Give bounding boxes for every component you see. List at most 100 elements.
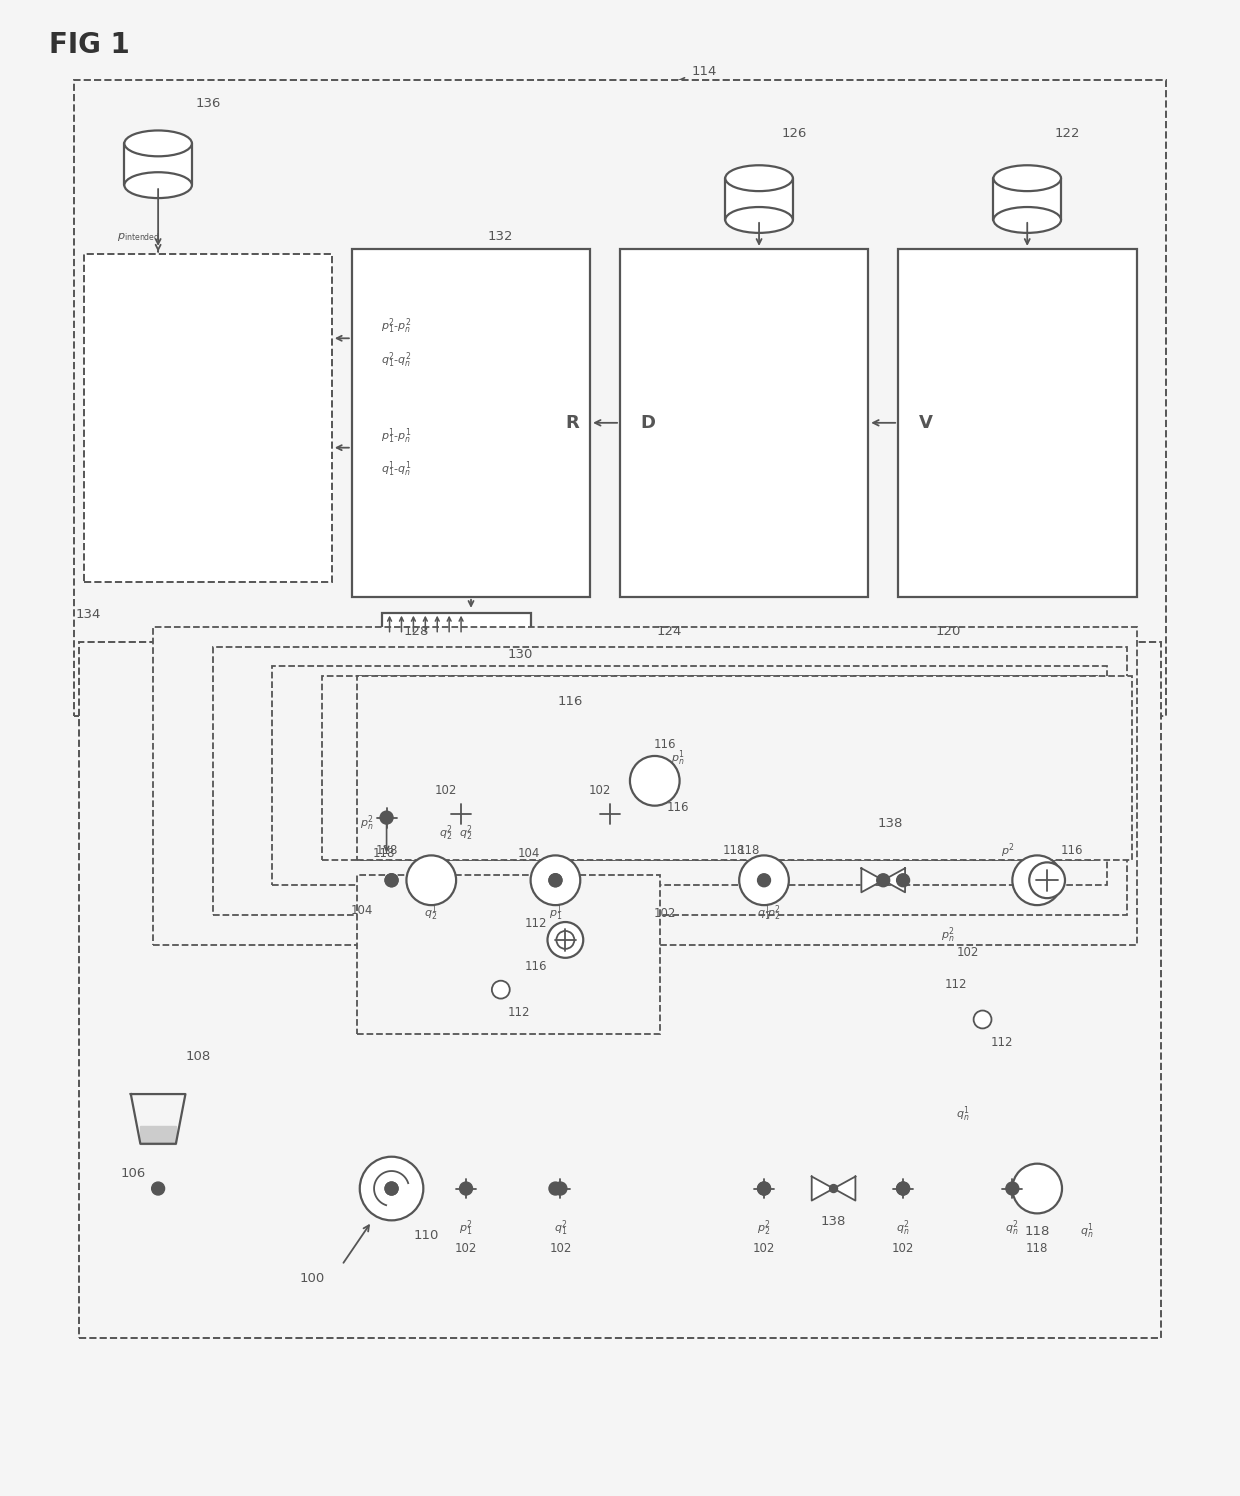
- Bar: [357, 676, 1132, 860]
- Text: 112: 112: [945, 978, 967, 992]
- Text: 112: 112: [525, 917, 547, 929]
- Bar: [352, 248, 590, 597]
- Circle shape: [758, 874, 770, 887]
- Text: $p^1_1$: $p^1_1$: [548, 904, 563, 923]
- Text: 116: 116: [558, 694, 583, 708]
- Text: $p^2_2$: $p^2_2$: [758, 1219, 771, 1239]
- Text: $q^1_n$: $q^1_n$: [1080, 1222, 1094, 1242]
- Polygon shape: [862, 868, 883, 892]
- Circle shape: [151, 1182, 165, 1195]
- Text: 136: 136: [195, 97, 221, 111]
- Ellipse shape: [124, 130, 192, 156]
- Text: 118: 118: [738, 844, 760, 857]
- Text: 100: 100: [299, 1272, 325, 1285]
- Text: 134: 134: [76, 609, 102, 621]
- Text: $p^2_1$: $p^2_1$: [459, 1219, 472, 1239]
- Text: $q^1_1$: $q^1_1$: [758, 904, 771, 923]
- Circle shape: [360, 1156, 423, 1221]
- Circle shape: [554, 1182, 567, 1195]
- Circle shape: [386, 874, 398, 887]
- Circle shape: [381, 811, 393, 824]
- Bar: [993, 178, 1061, 220]
- Circle shape: [386, 1182, 398, 1195]
- Text: $q^2_1$-$q^2_n$: $q^2_1$-$q^2_n$: [381, 350, 412, 370]
- Circle shape: [879, 877, 887, 884]
- Circle shape: [897, 874, 910, 887]
- Circle shape: [1012, 856, 1061, 905]
- Circle shape: [973, 1010, 992, 1028]
- Text: 118: 118: [372, 847, 394, 860]
- Polygon shape: [140, 1126, 176, 1144]
- Bar: [273, 666, 1107, 886]
- Bar: [154, 627, 1137, 945]
- Text: 138: 138: [878, 817, 903, 830]
- Text: 108: 108: [185, 1050, 211, 1062]
- Circle shape: [758, 1182, 770, 1195]
- Bar: [124, 144, 192, 186]
- Circle shape: [1006, 1182, 1019, 1195]
- Text: 104: 104: [351, 904, 373, 917]
- Text: 102: 102: [455, 1242, 477, 1255]
- Text: 114: 114: [692, 66, 717, 78]
- Text: 118: 118: [376, 844, 398, 857]
- Text: FIG 1: FIG 1: [48, 31, 130, 58]
- Text: $p^1_1$-$p^1_n$: $p^1_1$-$p^1_n$: [381, 426, 412, 446]
- Text: 122: 122: [1054, 127, 1080, 141]
- Circle shape: [897, 1182, 910, 1195]
- Text: 116: 116: [1060, 844, 1084, 857]
- Text: 118: 118: [1024, 1225, 1050, 1237]
- Text: 124: 124: [657, 625, 682, 639]
- Ellipse shape: [993, 206, 1061, 233]
- Ellipse shape: [725, 206, 792, 233]
- Ellipse shape: [124, 172, 192, 197]
- Circle shape: [1029, 862, 1065, 898]
- Bar: [898, 248, 1137, 597]
- Text: 104: 104: [517, 847, 539, 860]
- Text: 118: 118: [723, 844, 745, 857]
- Circle shape: [897, 1182, 910, 1195]
- Text: 112: 112: [991, 1035, 1013, 1049]
- Bar: [322, 676, 1096, 860]
- Circle shape: [531, 856, 580, 905]
- Text: D: D: [640, 414, 655, 432]
- Text: 130: 130: [508, 648, 533, 661]
- Text: 132: 132: [489, 230, 513, 244]
- Circle shape: [492, 981, 510, 999]
- Circle shape: [877, 874, 889, 887]
- Text: V: V: [919, 414, 932, 432]
- Text: 138: 138: [821, 1215, 846, 1228]
- Bar: [382, 613, 531, 634]
- Circle shape: [549, 874, 562, 887]
- Text: $q^1_2$: $q^1_2$: [424, 904, 438, 923]
- Text: 102: 102: [653, 907, 676, 920]
- Bar: [83, 254, 332, 582]
- Text: $q^2_n$: $q^2_n$: [1006, 1219, 1019, 1239]
- Circle shape: [407, 856, 456, 905]
- Ellipse shape: [725, 165, 792, 191]
- Text: $p^2_n$: $p^2_n$: [360, 814, 373, 833]
- Text: 102: 102: [589, 784, 611, 797]
- Text: 102: 102: [753, 1242, 775, 1255]
- Text: 102: 102: [435, 784, 458, 797]
- Polygon shape: [883, 868, 905, 892]
- Circle shape: [557, 931, 574, 948]
- Text: R: R: [565, 414, 579, 432]
- Text: $q^1_n$: $q^1_n$: [956, 1104, 970, 1123]
- Polygon shape: [833, 1176, 856, 1201]
- Text: 116: 116: [653, 738, 676, 751]
- Text: 102: 102: [956, 947, 978, 959]
- Circle shape: [1012, 1164, 1061, 1213]
- Text: $q^2_2$: $q^2_2$: [439, 824, 453, 844]
- Circle shape: [630, 755, 680, 806]
- Circle shape: [386, 1182, 398, 1195]
- Circle shape: [739, 856, 789, 905]
- Text: 110: 110: [414, 1228, 439, 1242]
- Circle shape: [548, 922, 583, 957]
- Text: $p^2_1$-$p^2_n$: $p^2_1$-$p^2_n$: [381, 317, 412, 337]
- Text: 102: 102: [549, 1242, 572, 1255]
- Text: $p^2_2$: $p^2_2$: [768, 904, 781, 923]
- Text: 116: 116: [666, 802, 689, 814]
- Text: 106: 106: [120, 1167, 146, 1180]
- Text: 116: 116: [525, 960, 547, 974]
- Circle shape: [549, 1182, 562, 1195]
